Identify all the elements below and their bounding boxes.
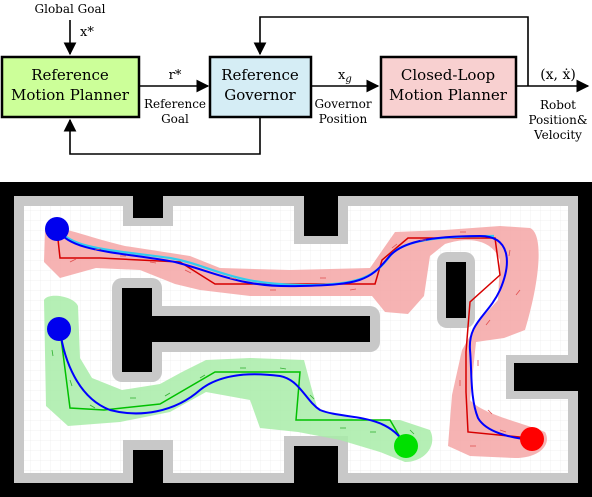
robot-state-line3: Velocity bbox=[533, 128, 582, 142]
red-reference-path bbox=[56, 229, 531, 439]
green-task-trajectory bbox=[59, 329, 406, 445]
reference-goal-line2: Goal bbox=[161, 112, 189, 126]
x-star-label: x* bbox=[80, 25, 94, 40]
red-task-start-marker bbox=[45, 217, 69, 241]
robot-state-line2: Position& bbox=[528, 113, 587, 127]
reference-motion-planner-block bbox=[0, 55, 141, 119]
reference-governor-block bbox=[208, 55, 313, 119]
green-reference-path bbox=[59, 329, 405, 445]
closed-loop-line1: Closed-Loop bbox=[401, 66, 495, 84]
green-task-start-marker bbox=[47, 317, 71, 341]
right-notch-wall bbox=[514, 363, 578, 391]
ref-governor-line2: Governor bbox=[224, 86, 296, 104]
bottom-notch-left-wall bbox=[133, 450, 163, 483]
governor-position-line1: Governor bbox=[314, 97, 371, 111]
governor-position-line2: Position bbox=[319, 112, 368, 126]
top-notch-left-wall bbox=[133, 196, 163, 218]
red-safe-region bbox=[44, 226, 547, 458]
governor-feedback-arrow bbox=[63, 118, 261, 155]
top-notch-right-wall bbox=[304, 196, 338, 236]
maze-figure bbox=[0, 182, 592, 497]
red-vector-field bbox=[69, 231, 521, 447]
state-feedback-arrow bbox=[253, 16, 529, 86]
bottom-notch-right-wall bbox=[294, 446, 338, 483]
small-obstacle-wall bbox=[446, 262, 466, 318]
robot-state-line1: Robot bbox=[540, 98, 576, 112]
global-goal-label: Global Goal bbox=[35, 2, 106, 16]
output-state-label: (x, ẋ) bbox=[540, 67, 576, 83]
closed-loop-motion-planner-block bbox=[379, 55, 518, 119]
red-task-goal-marker bbox=[520, 427, 544, 451]
closed-loop-line2: Motion Planner bbox=[389, 86, 508, 104]
r-star-label: r* bbox=[169, 68, 182, 83]
green-vector-field bbox=[51, 349, 415, 435]
ref-motion-planner-line2: Motion Planner bbox=[11, 86, 130, 104]
t-obstacle-bar bbox=[122, 316, 370, 342]
x-g-label: xg bbox=[338, 68, 352, 85]
green-task-goal-marker bbox=[394, 434, 418, 458]
red-task-trajectory bbox=[57, 229, 533, 441]
block-diagram: Global Goal x* Reference Motion Planner … bbox=[0, 2, 590, 155]
ref-governor-line1: Reference bbox=[221, 66, 299, 84]
ref-motion-planner-line1: Reference bbox=[31, 66, 109, 84]
reference-goal-line1: Reference bbox=[144, 97, 206, 111]
